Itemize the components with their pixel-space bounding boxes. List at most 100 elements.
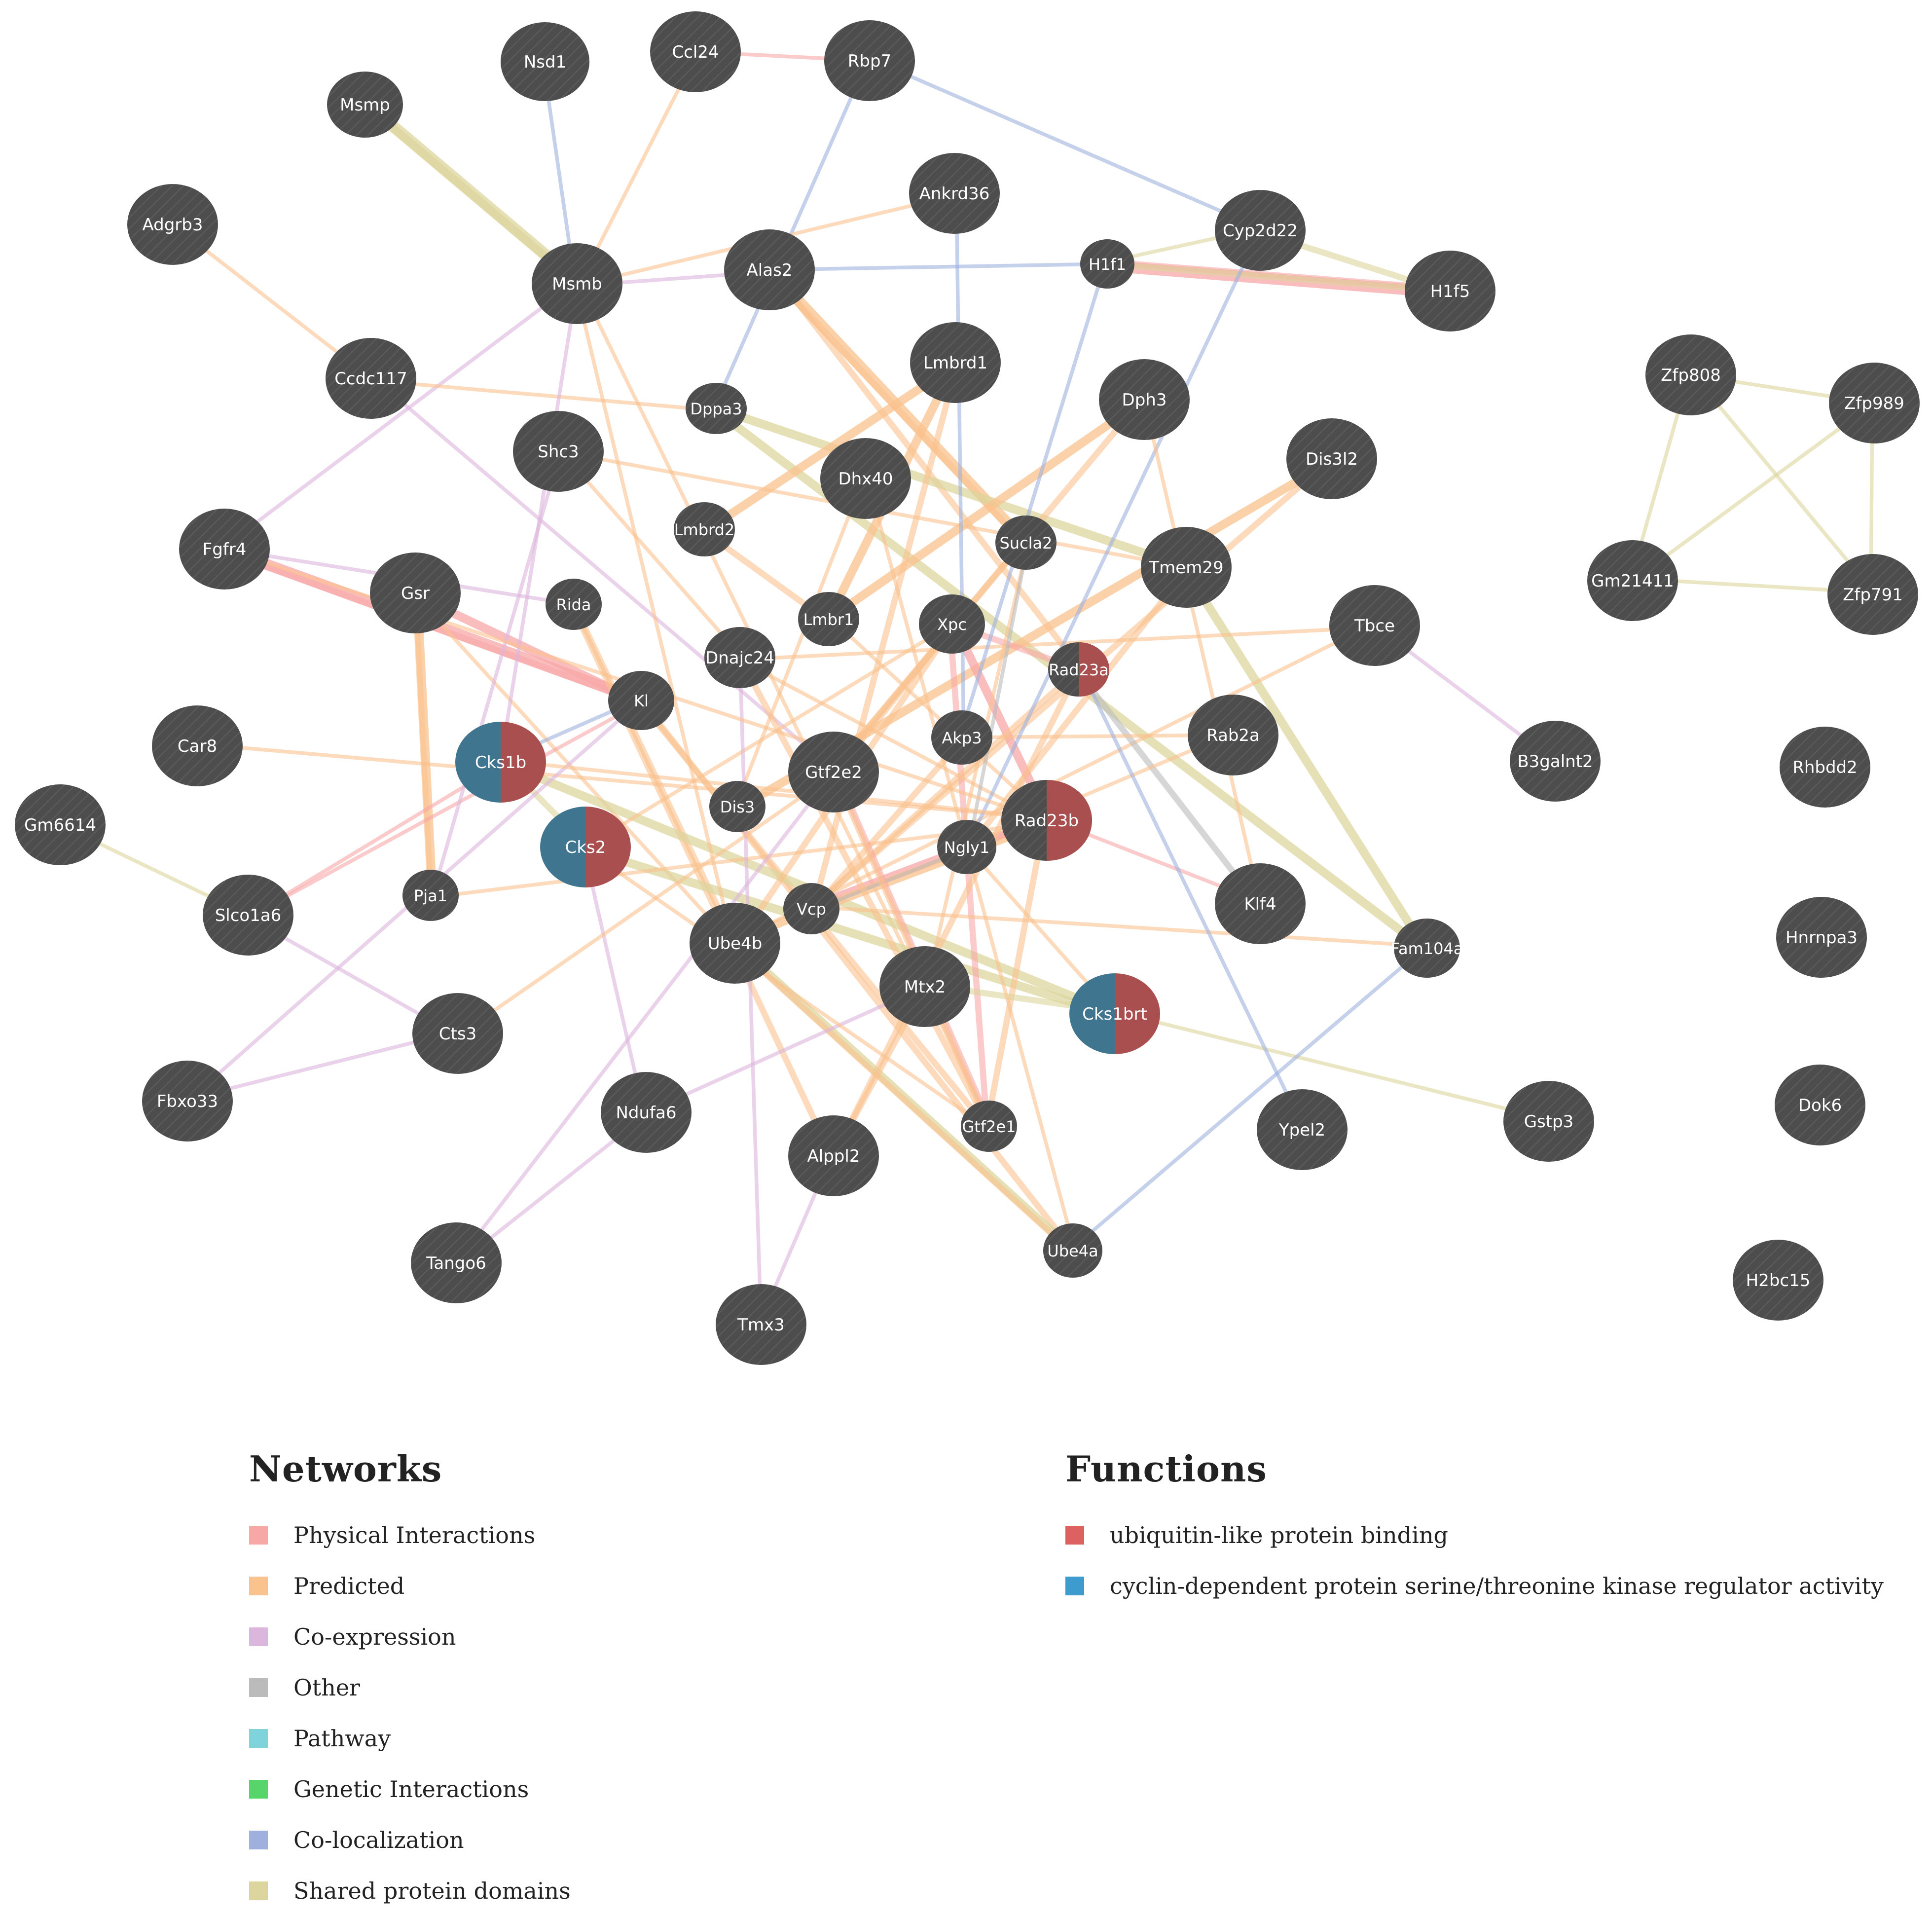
node-alas2[interactable]: Alas2 xyxy=(724,229,815,310)
node-ube4b[interactable]: Ube4b xyxy=(690,903,780,984)
legend-item-cdk[interactable]: cyclin-dependent protein serine/threonin… xyxy=(1065,1560,1884,1611)
node-h1f5[interactable]: H1f5 xyxy=(1405,251,1495,332)
node-dnajc24[interactable]: Dnajc24 xyxy=(704,627,775,688)
legend-item-genetic[interactable]: Genetic Interactions xyxy=(249,1764,571,1814)
node-ypel2[interactable]: Ypel2 xyxy=(1257,1089,1348,1170)
node-ndufa6[interactable]: Ndufa6 xyxy=(601,1072,692,1153)
node-b3galnt2[interactable]: B3galnt2 xyxy=(1510,721,1601,802)
node-zfp989[interactable]: Zfp989 xyxy=(1829,363,1920,443)
node-vcp[interactable]: Vcp xyxy=(783,883,839,934)
node-dph3[interactable]: Dph3 xyxy=(1099,359,1190,440)
node-dok6[interactable]: Dok6 xyxy=(1775,1065,1865,1145)
node-label-mtx2: Mtx2 xyxy=(904,977,946,997)
node-rad23a-ubiquitin-half xyxy=(1079,642,1109,697)
node-rad23b[interactable]: Rad23b xyxy=(1001,780,1092,861)
node-gm6614[interactable]: Gm6614 xyxy=(15,784,106,865)
edge-cks2-ndufa6 xyxy=(582,846,646,1115)
node-nsd1[interactable]: Nsd1 xyxy=(501,22,589,101)
node-ccl24[interactable]: Ccl24 xyxy=(650,11,741,92)
legend-item-physical[interactable]: Physical Interactions xyxy=(249,1510,571,1560)
legend-item-ubiquitin[interactable]: ubiquitin-like protein binding xyxy=(1065,1510,1884,1560)
node-fam104a[interactable]: Fam104a xyxy=(1391,919,1463,978)
node-rida[interactable]: Rida xyxy=(546,579,602,630)
node-tmem29[interactable]: Tmem29 xyxy=(1141,527,1232,608)
node-fbxo33-shape xyxy=(142,1061,233,1142)
node-label-shc3: Shc3 xyxy=(538,442,579,462)
node-h2bc15-shape xyxy=(1733,1240,1823,1321)
node-sucla2[interactable]: Sucla2 xyxy=(995,516,1057,570)
node-dhx40[interactable]: Dhx40 xyxy=(820,438,911,519)
node-label-dph3: Dph3 xyxy=(1122,390,1167,410)
edge-tmem29-fam104a xyxy=(1180,564,1430,954)
node-pja1[interactable]: Pja1 xyxy=(402,870,459,921)
node-shc3[interactable]: Shc3 xyxy=(513,411,604,492)
node-akp3[interactable]: Akp3 xyxy=(931,710,992,765)
node-gtf2e1[interactable]: Gtf2e1 xyxy=(961,1101,1017,1152)
node-dis3l2[interactable]: Dis3l2 xyxy=(1286,418,1377,499)
node-cks1b[interactable]: Cks1b xyxy=(455,722,546,803)
node-klf4[interactable]: Klf4 xyxy=(1215,863,1306,944)
node-gstp3[interactable]: Gstp3 xyxy=(1503,1081,1594,1162)
node-ngly1[interactable]: Ngly1 xyxy=(937,820,996,874)
node-xpc[interactable]: Xpc xyxy=(919,594,985,654)
node-msmp[interactable]: Msmp xyxy=(327,72,403,138)
node-tango6[interactable]: Tango6 xyxy=(411,1222,502,1303)
node-cks1brt[interactable]: Cks1brt xyxy=(1069,973,1160,1054)
node-slco1a6[interactable]: Slco1a6 xyxy=(203,875,293,956)
node-zfp808[interactable]: Zfp808 xyxy=(1645,334,1736,415)
node-lmbrd2[interactable]: Lmbrd2 xyxy=(674,502,735,556)
node-alppl2[interactable]: Alppl2 xyxy=(788,1115,879,1196)
node-kl[interactable]: Kl xyxy=(608,671,674,730)
node-label-msmb: Msmb xyxy=(552,274,602,294)
node-rida-shape xyxy=(546,579,602,630)
node-label-zfp791: Zfp791 xyxy=(1843,585,1903,605)
node-tmx3[interactable]: Tmx3 xyxy=(716,1284,806,1365)
edge-fbxo33-cts3 xyxy=(185,1030,459,1101)
node-cts3[interactable]: Cts3 xyxy=(412,993,503,1074)
node-cyp2d22[interactable]: Cyp2d22 xyxy=(1215,190,1306,271)
node-car8[interactable]: Car8 xyxy=(152,705,243,786)
legend-item-predicted[interactable]: Predicted xyxy=(249,1560,571,1611)
node-gtf2e2[interactable]: Gtf2e2 xyxy=(788,732,879,812)
node-ccdc117[interactable]: Ccdc117 xyxy=(326,338,416,419)
node-gm21411[interactable]: Gm21411 xyxy=(1587,540,1678,621)
legend-swatch-other xyxy=(249,1678,268,1697)
nodes-layer: Nsd1 Ccl24 Rbp7 Msmp Adgrb3 Ankrd36 Cyp2d22 Msm… xyxy=(15,11,1920,1365)
node-label-gtf2e1: Gtf2e1 xyxy=(962,1117,1016,1136)
network-graph[interactable]: Nsd1 Ccl24 Rbp7 Msmp Adgrb3 Ankrd36 Cyp2d22 Msm… xyxy=(0,0,1932,1381)
node-lmbr1[interactable]: Lmbr1 xyxy=(798,592,859,646)
edge-tbce-dnajc24 xyxy=(738,626,1377,662)
node-ube4a[interactable]: Ube4a xyxy=(1043,1223,1102,1278)
node-label-msmp: Msmp xyxy=(340,95,390,115)
node-mtx2[interactable]: Mtx2 xyxy=(879,946,970,1027)
node-rad23a[interactable]: Rad23a xyxy=(1048,642,1109,697)
node-fbxo33[interactable]: Fbxo33 xyxy=(142,1061,233,1142)
node-hnrnpa3[interactable]: Hnrnpa3 xyxy=(1776,897,1867,978)
node-dppa3[interactable]: Dppa3 xyxy=(686,383,747,434)
node-tbce[interactable]: Tbce xyxy=(1329,585,1420,666)
edge-lmbrd1-vcp xyxy=(810,360,961,913)
edge-cks1brt-gstp3 xyxy=(1113,1010,1551,1121)
legend-item-domains[interactable]: Shared protein domains xyxy=(249,1865,571,1916)
node-dis3[interactable]: Dis3 xyxy=(709,781,766,832)
legend-swatch-ubiquitin xyxy=(1065,1525,1084,1545)
node-rhbdd2[interactable]: Rhbdd2 xyxy=(1780,727,1870,808)
node-fgfr4[interactable]: Fgfr4 xyxy=(179,509,270,590)
legend-item-other[interactable]: Other xyxy=(249,1662,571,1713)
node-rab2a[interactable]: Rab2a xyxy=(1188,695,1278,775)
node-label-klf4: Klf4 xyxy=(1244,894,1276,914)
node-zfp791[interactable]: Zfp791 xyxy=(1827,554,1918,635)
legend-item-colocalization[interactable]: Co-localization xyxy=(249,1814,571,1865)
node-h1f1[interactable]: H1f1 xyxy=(1080,239,1134,289)
node-msmb[interactable]: Msmb xyxy=(532,243,622,324)
node-gsr[interactable]: Gsr xyxy=(370,553,461,633)
node-h2bc15[interactable]: H2bc15 xyxy=(1733,1240,1823,1321)
node-label-ypel2: Ypel2 xyxy=(1278,1120,1325,1140)
legend-item-pathway[interactable]: Pathway xyxy=(249,1713,571,1764)
node-rbp7[interactable]: Rbp7 xyxy=(824,20,915,101)
legend-item-coexpression[interactable]: Co-expression xyxy=(249,1611,571,1662)
node-adgrb3[interactable]: Adgrb3 xyxy=(127,184,218,265)
node-lmbrd1[interactable]: Lmbrd1 xyxy=(910,322,1001,403)
node-ankrd36[interactable]: Ankrd36 xyxy=(909,153,1000,234)
node-cks2[interactable]: Cks2 xyxy=(540,807,631,887)
